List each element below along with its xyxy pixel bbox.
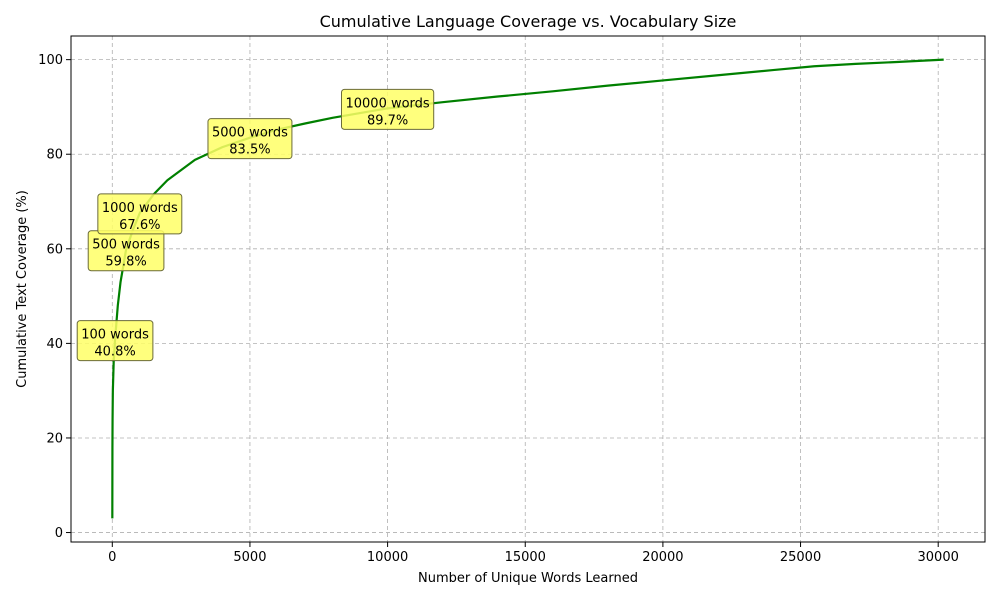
- y-axis-label: Cumulative Text Coverage (%): [15, 190, 30, 388]
- annotation-box: [97, 193, 183, 235]
- x-tick-label: 30000: [918, 550, 959, 565]
- y-tick-label: 60: [46, 242, 63, 257]
- annotation-value: 89.7%: [367, 113, 408, 128]
- annotation-value: 83.5%: [229, 143, 270, 158]
- annotation-label: 1000 words: [102, 201, 178, 216]
- annotation: 5000 words 83.5%: [207, 118, 293, 160]
- annotation-box: [207, 118, 293, 160]
- grid: [71, 36, 985, 542]
- annotation-box: [340, 88, 435, 130]
- chart-title: Cumulative Language Coverage vs. Vocabul…: [320, 12, 737, 31]
- annotation-label: 5000 words: [212, 126, 288, 141]
- annotation: 10000 words 89.7%: [340, 88, 435, 130]
- x-tick-label: 10000: [367, 550, 408, 565]
- x-tick-label: 20000: [642, 550, 683, 565]
- annotations: 100 words 40.8% 500 words 59.8% 1000 words 67…: [76, 88, 435, 362]
- annotation-value: 67.6%: [119, 218, 160, 233]
- y-tick-label: 100: [38, 53, 63, 68]
- x-tick-label: 5000: [233, 550, 266, 565]
- annotation-value: 59.8%: [105, 255, 146, 270]
- x-tick-label: 15000: [505, 550, 546, 565]
- y-tick-label: 40: [46, 337, 63, 352]
- y-tick-label: 0: [55, 526, 63, 541]
- y-tick-label: 20: [46, 431, 63, 446]
- annotation: 1000 words 67.6%: [97, 193, 183, 235]
- annotation-label: 10000 words: [345, 96, 429, 111]
- y-tick-label: 80: [46, 148, 63, 163]
- x-tick-label: 0: [108, 550, 116, 565]
- annotation: 100 words 40.8%: [76, 320, 154, 362]
- annotation-box: [76, 320, 154, 362]
- x-axis-label: Number of Unique Words Learned: [418, 571, 638, 586]
- annotation-label: 100 words: [81, 328, 149, 343]
- axis-ticks: 0 5000 10000 15000 20000 25000 30000 0 20 40 60 80 1…: [38, 53, 959, 565]
- x-tick-label: 25000: [780, 550, 821, 565]
- plot-frame: [70, 35, 986, 543]
- annotation: 500 words 59.8%: [87, 230, 165, 272]
- annotation-label: 500 words: [92, 238, 160, 253]
- annotation-value: 40.8%: [94, 345, 135, 360]
